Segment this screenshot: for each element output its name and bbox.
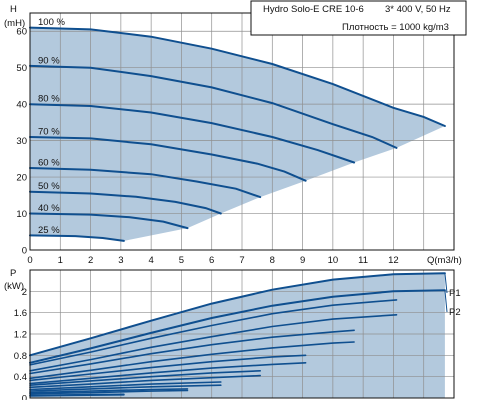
power-curve <box>29 394 125 397</box>
head-curve-label: 25 % <box>38 225 60 236</box>
power-curve <box>29 341 355 380</box>
flow-axis-label: Q(m3/h) <box>427 255 462 266</box>
power-y-tick-label: 1.6 <box>14 308 27 319</box>
flow-x-tick-label: 2 <box>88 255 93 266</box>
head-chart-panel: 100 % 90 % 80 % 70 % 60 % 50 % 40 % 25 % Hydro … <box>4 0 467 266</box>
head-curve-label: 70 % <box>38 127 60 138</box>
flow-x-tick-label: 3 <box>118 255 123 266</box>
head-curve-label: 100 % <box>38 17 65 28</box>
p1-leader-line <box>444 273 448 294</box>
p2-leader-line <box>444 290 448 313</box>
power-y-ticks: 0 0.4 0.8 1.2 1.6 2 <box>14 287 27 400</box>
power-curve <box>29 389 189 395</box>
chart-subtitle: 3* 400 V, 50 Hz <box>385 4 451 15</box>
power-curve <box>29 388 189 394</box>
power-curve <box>29 354 307 382</box>
head-curve-90pct <box>29 64 398 149</box>
head-curve-label: 90 % <box>38 55 60 66</box>
head-y-tick-label: 50 <box>16 63 27 74</box>
flow-x-tick-label: 7 <box>239 255 244 266</box>
head-curve-25pct <box>29 234 125 242</box>
head-curve-70pct <box>29 136 307 182</box>
head-curve-50pct <box>29 190 222 215</box>
head-curve-label: 60 % <box>38 158 60 169</box>
power-curve <box>29 299 398 366</box>
head-curve-60pct <box>29 167 262 199</box>
head-y-tick-label: 0 <box>22 246 27 257</box>
flow-x-tick-label: 8 <box>270 255 275 266</box>
power-y-tick-label: 0.8 <box>14 351 27 362</box>
series-label-p1: P1 <box>449 288 461 299</box>
power-curve <box>29 314 398 372</box>
flow-x-tick-label: 5 <box>179 255 184 266</box>
density-note: Плотность = 1000 kg/m3 <box>342 22 449 33</box>
info-box <box>250 0 467 36</box>
power-curve-p1 <box>29 272 446 357</box>
power-axis-label: P <box>10 268 16 279</box>
power-curve-p2 <box>29 289 446 364</box>
power-curve <box>29 374 261 389</box>
flow-x-tick-label: 0 <box>27 255 32 266</box>
series-label-p2: P2 <box>449 307 461 318</box>
power-y-tick-label: 0 <box>22 394 27 400</box>
head-axis-unit: (mH) <box>4 18 25 29</box>
power-y-tick-label: 1.2 <box>14 330 27 341</box>
head-y-tick-label: 20 <box>16 173 27 184</box>
chart-title: Hydro Solo-E CRE 10-6 <box>263 4 364 15</box>
head-curve-40pct <box>29 212 189 230</box>
flow-x-tick-label: 4 <box>148 255 153 266</box>
power-curve <box>29 362 307 385</box>
head-y-tick-label: 40 <box>16 100 27 111</box>
head-curve-80pct <box>29 103 356 164</box>
head-curves <box>29 26 446 242</box>
head-curve-labels: 100 % 90 % 80 % 70 % 60 % 50 % 40 % 25 % <box>38 17 65 236</box>
head-y-tick-label: 60 <box>16 27 27 38</box>
flow-x-tick-label: 6 <box>209 255 214 266</box>
head-y-tick-label: 10 <box>16 209 27 220</box>
power-y-tick-label: 2 <box>22 287 27 298</box>
power-y-tick-label: 0.4 <box>14 372 27 383</box>
head-curve-label: 50 % <box>38 181 60 192</box>
head-y-ticks: 0 10 20 30 40 50 60 <box>16 27 27 257</box>
flow-x-tick-label: 10 <box>328 255 339 266</box>
power-curve <box>29 329 355 375</box>
flow-x-ticks: 0 1 2 3 4 5 6 7 8 9 10 11 12 <box>27 255 398 266</box>
power-curve <box>29 381 222 391</box>
head-y-tick-label: 30 <box>16 136 27 147</box>
power-curve <box>29 384 222 392</box>
power-axis-unit: (kW) <box>4 281 24 292</box>
head-axis-label: H <box>10 4 17 15</box>
head-curve-label: 40 % <box>38 203 60 214</box>
head-curve-label: 80 % <box>38 94 60 105</box>
flow-x-tick-label: 1 <box>58 255 63 266</box>
head-operating-area <box>30 27 445 241</box>
power-curve <box>29 370 261 386</box>
power-plot-frame <box>29 269 455 399</box>
power-curves <box>29 272 448 397</box>
flow-x-tick-label: 11 <box>358 255 368 266</box>
flow-x-tick-label: 9 <box>300 255 305 266</box>
head-curve-100pct <box>29 26 446 127</box>
head-plot-frame <box>29 12 455 251</box>
power-chart-panel: P (kW) 0 0.4 0.8 1.2 1.6 2 P1 P2 <box>4 268 461 400</box>
flow-x-tick-label: 12 <box>388 255 399 266</box>
